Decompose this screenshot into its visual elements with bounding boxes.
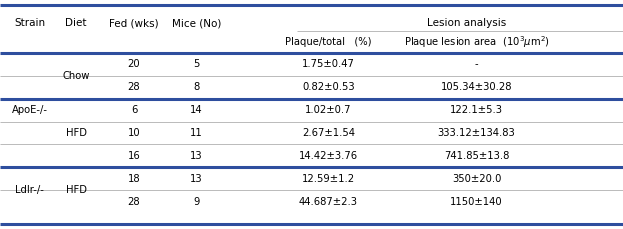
Text: 18: 18	[128, 174, 140, 184]
Text: 122.1±5.3: 122.1±5.3	[450, 105, 503, 115]
Text: 105.34±30.28: 105.34±30.28	[441, 82, 512, 92]
Text: 350±20.0: 350±20.0	[452, 174, 502, 184]
Text: 44.687±2.3: 44.687±2.3	[299, 197, 358, 207]
Text: 741.85±13.8: 741.85±13.8	[444, 151, 509, 161]
Text: 5: 5	[193, 59, 199, 69]
Text: 12.59±1.2: 12.59±1.2	[302, 174, 355, 184]
Text: 28: 28	[128, 82, 140, 92]
Text: Fed (wks): Fed (wks)	[109, 18, 159, 28]
Text: HFD: HFD	[65, 185, 87, 195]
Text: Lesion analysis: Lesion analysis	[427, 18, 506, 28]
Text: 1150±140: 1150±140	[450, 197, 503, 207]
Text: 16: 16	[128, 151, 140, 161]
Text: 11: 11	[190, 128, 202, 138]
Text: Mice (No): Mice (No)	[171, 18, 221, 28]
Text: Plaque/total   (%): Plaque/total (%)	[285, 37, 371, 47]
Text: 13: 13	[190, 151, 202, 161]
Text: 28: 28	[128, 197, 140, 207]
Text: 13: 13	[190, 174, 202, 184]
Text: Plaque lesion area  (10$^3$$\mu$m$^2$): Plaque lesion area (10$^3$$\mu$m$^2$)	[404, 35, 549, 50]
Text: Diet: Diet	[65, 18, 87, 28]
Text: 8: 8	[193, 82, 199, 92]
Text: 20: 20	[128, 59, 140, 69]
Text: -: -	[475, 59, 478, 69]
Text: 0.82±0.53: 0.82±0.53	[302, 82, 354, 92]
Text: ApoE-/-: ApoE-/-	[12, 105, 48, 115]
Text: 9: 9	[193, 197, 199, 207]
Text: 10: 10	[128, 128, 140, 138]
Text: 2.67±1.54: 2.67±1.54	[302, 128, 355, 138]
Text: 1.02±0.7: 1.02±0.7	[305, 105, 351, 115]
Text: 333.12±134.83: 333.12±134.83	[438, 128, 515, 138]
Text: 6: 6	[131, 105, 137, 115]
Text: Strain: Strain	[14, 18, 45, 28]
Text: 14.42±3.76: 14.42±3.76	[299, 151, 358, 161]
Text: 1.75±0.47: 1.75±0.47	[302, 59, 354, 69]
Text: Ldlr-/-: Ldlr-/-	[16, 185, 44, 195]
Text: 14: 14	[190, 105, 202, 115]
Text: Chow: Chow	[62, 71, 90, 81]
Text: HFD: HFD	[65, 128, 87, 138]
